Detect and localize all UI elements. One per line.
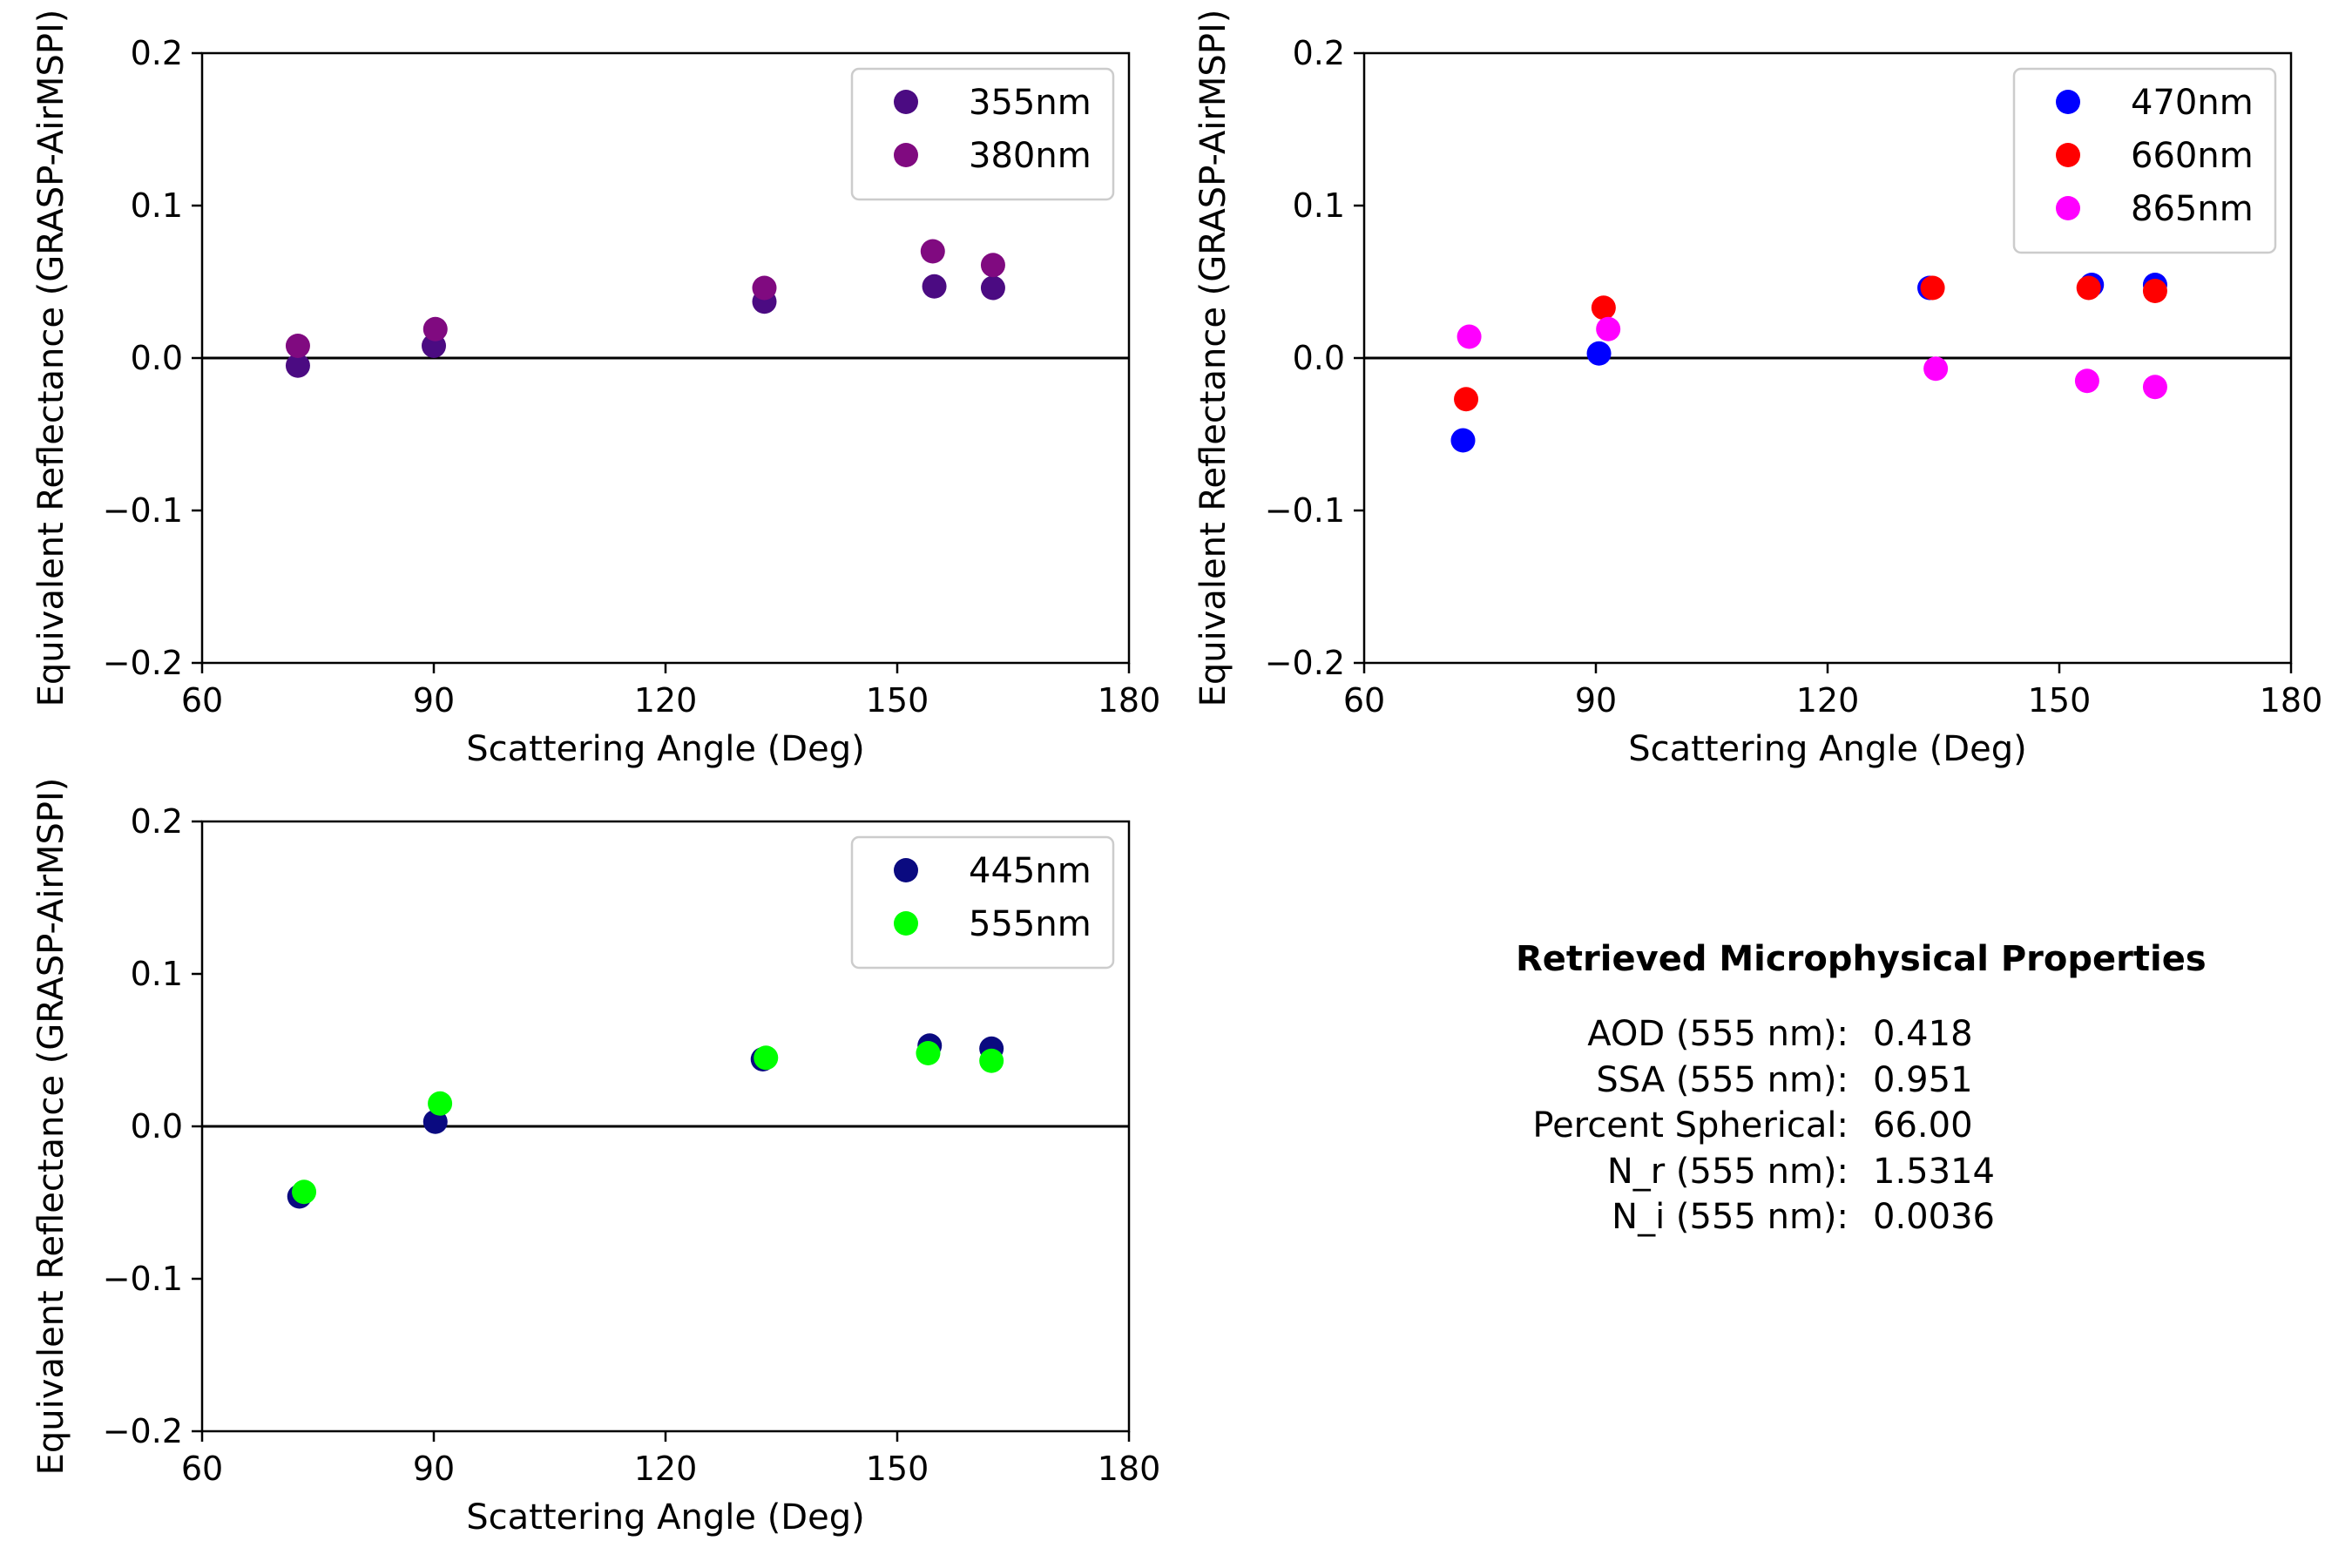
y-tick-label: −0.1	[103, 491, 183, 530]
data-point	[1586, 341, 1612, 366]
y-tick-label: 0.2	[1293, 34, 1345, 72]
legend-label: 660nm	[2131, 136, 2254, 176]
y-tick-label: 0.2	[131, 34, 183, 72]
x-tick-label: 60	[181, 681, 223, 720]
x-tick-label: 150	[866, 681, 929, 720]
legend-marker	[894, 858, 918, 882]
data-point	[752, 275, 777, 301]
legend-label: 355nm	[969, 83, 1092, 123]
property-label: AOD (555 nm):	[1587, 1014, 1848, 1054]
x-tick-label: 90	[413, 1450, 455, 1488]
legend-marker	[894, 90, 918, 114]
x-tick-label: 120	[1796, 681, 1860, 720]
property-value: 0.418	[1873, 1014, 1973, 1054]
legend-marker	[2056, 196, 2080, 220]
x-tick-label: 90	[1575, 681, 1617, 720]
data-point	[922, 274, 947, 299]
data-point	[2076, 275, 2101, 301]
property-label: N_r (555 nm):	[1606, 1151, 1848, 1192]
x-tick-label: 60	[181, 1450, 223, 1488]
property-label: Percent Spherical:	[1532, 1105, 1848, 1146]
data-point	[428, 1091, 453, 1116]
y-tick-label: 0.1	[1293, 186, 1345, 225]
chart-panel-3: 60 90 120 150 180 −0.2 −0.1 0.0 0.1 0.2 Scattering…	[31, 778, 1160, 1538]
data-point	[1920, 275, 1945, 301]
y-tick-label: −0.2	[103, 1412, 183, 1450]
x-tick-label: 180	[1098, 681, 1161, 720]
property-value: 1.5314	[1873, 1151, 1995, 1192]
legend-marker	[2056, 90, 2080, 114]
x-tick-label: 150	[866, 1450, 929, 1488]
properties-title: Retrieved Microphysical Properties	[1516, 939, 2207, 979]
data-point	[1450, 428, 1476, 453]
chart-panel-2: 60 90 120 150 180 −0.2 −0.1 0.0 0.1 0.2 Scattering…	[1193, 10, 2322, 769]
x-axis-label: Scattering Angle (Deg)	[466, 1497, 864, 1538]
data-point	[292, 1179, 317, 1205]
data-point	[1923, 356, 1949, 382]
data-point	[285, 334, 310, 358]
y-axis-label: Equivalent Reflectance (GRASP-AirMSPI)	[31, 778, 71, 1476]
y-tick-label: −0.2	[1265, 644, 1345, 682]
data-point	[2142, 375, 2167, 400]
legend-label: 865nm	[2131, 189, 2254, 229]
y-tick-label: −0.2	[103, 644, 183, 682]
y-tick-label: 0.1	[131, 955, 183, 993]
x-tick-label: 120	[634, 681, 698, 720]
x-tick-label: 180	[1098, 1450, 1161, 1488]
x-axis-label: Scattering Angle (Deg)	[466, 729, 864, 769]
y-tick-label: −0.1	[103, 1260, 183, 1298]
x-tick-label: 60	[1343, 681, 1385, 720]
data-point	[979, 1048, 1004, 1073]
x-axis-label: Scattering Angle (Deg)	[1628, 729, 2026, 769]
data-point	[1591, 295, 1616, 321]
legend-label: 555nm	[969, 904, 1092, 944]
legend-label: 445nm	[969, 851, 1092, 891]
legend-label: 470nm	[2131, 83, 2254, 123]
property-value: 0.951	[1873, 1059, 1973, 1100]
y-tick-label: 0.0	[131, 1107, 183, 1146]
legend-label: 380nm	[969, 136, 1092, 176]
y-tick-label: 0.0	[131, 339, 183, 377]
data-point	[980, 275, 1005, 301]
data-point	[754, 1045, 779, 1071]
data-point	[1454, 387, 1479, 412]
x-tick-label: 150	[2028, 681, 2092, 720]
property-value: 0.0036	[1873, 1197, 1995, 1237]
property-label: SSA (555 nm):	[1596, 1059, 1848, 1100]
data-point	[1596, 316, 1621, 341]
y-tick-label: 0.2	[131, 802, 183, 841]
data-point	[422, 316, 448, 341]
chart-panel-1: 60 90 120 150 180 −0.2 −0.1 0.0 0.1 0.2 Scattering…	[31, 10, 1160, 769]
x-tick-label: 90	[413, 681, 455, 720]
data-point	[422, 1109, 448, 1134]
property-value: 66.00	[1873, 1105, 1973, 1146]
data-point	[285, 353, 310, 378]
data-point	[2074, 368, 2099, 394]
y-tick-label: −0.1	[1265, 491, 1345, 530]
data-point	[980, 253, 1005, 278]
legend-marker	[894, 143, 918, 167]
property-label: N_i (555 nm):	[1612, 1197, 1848, 1237]
legend-marker	[894, 911, 918, 936]
data-point	[920, 239, 945, 264]
data-point	[2142, 279, 2167, 303]
data-point	[1456, 324, 1482, 349]
x-tick-label: 120	[634, 1450, 698, 1488]
legend-marker	[2056, 143, 2080, 167]
y-axis-label: Equivalent Reflectance (GRASP-AirMSPI)	[31, 10, 71, 707]
y-tick-label: 0.1	[131, 186, 183, 225]
x-tick-label: 180	[2260, 681, 2323, 720]
data-point	[916, 1041, 941, 1065]
y-tick-label: 0.0	[1293, 339, 1345, 377]
y-axis-label: Equivalent Reflectance (GRASP-AirMSPI)	[1193, 10, 1233, 707]
